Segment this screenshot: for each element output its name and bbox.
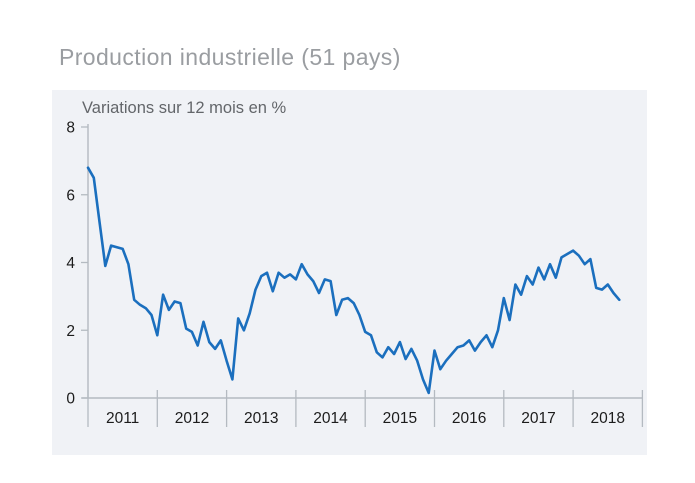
y-axis-label: 0 [66, 391, 75, 408]
x-axis-label: 2018 [591, 410, 625, 427]
x-axis-label: 2017 [521, 410, 555, 427]
page-title: Production industrielle (51 pays) [59, 44, 401, 70]
x-axis-label: 2013 [244, 410, 278, 427]
chart-subtitle: Variations sur 12 mois en % [82, 99, 287, 117]
x-axis-label: 2016 [452, 410, 486, 427]
y-axis-label: 8 [66, 120, 75, 137]
x-axis-label: 2011 [106, 410, 139, 427]
x-axis-label: 2014 [313, 410, 348, 427]
x-axis-label: 2012 [175, 410, 209, 427]
y-axis-label: 4 [66, 255, 75, 272]
x-axis-label: 2015 [383, 410, 417, 427]
y-axis-label: 6 [66, 187, 75, 204]
y-axis-label: 2 [66, 323, 75, 340]
line-series [86, 166, 621, 395]
